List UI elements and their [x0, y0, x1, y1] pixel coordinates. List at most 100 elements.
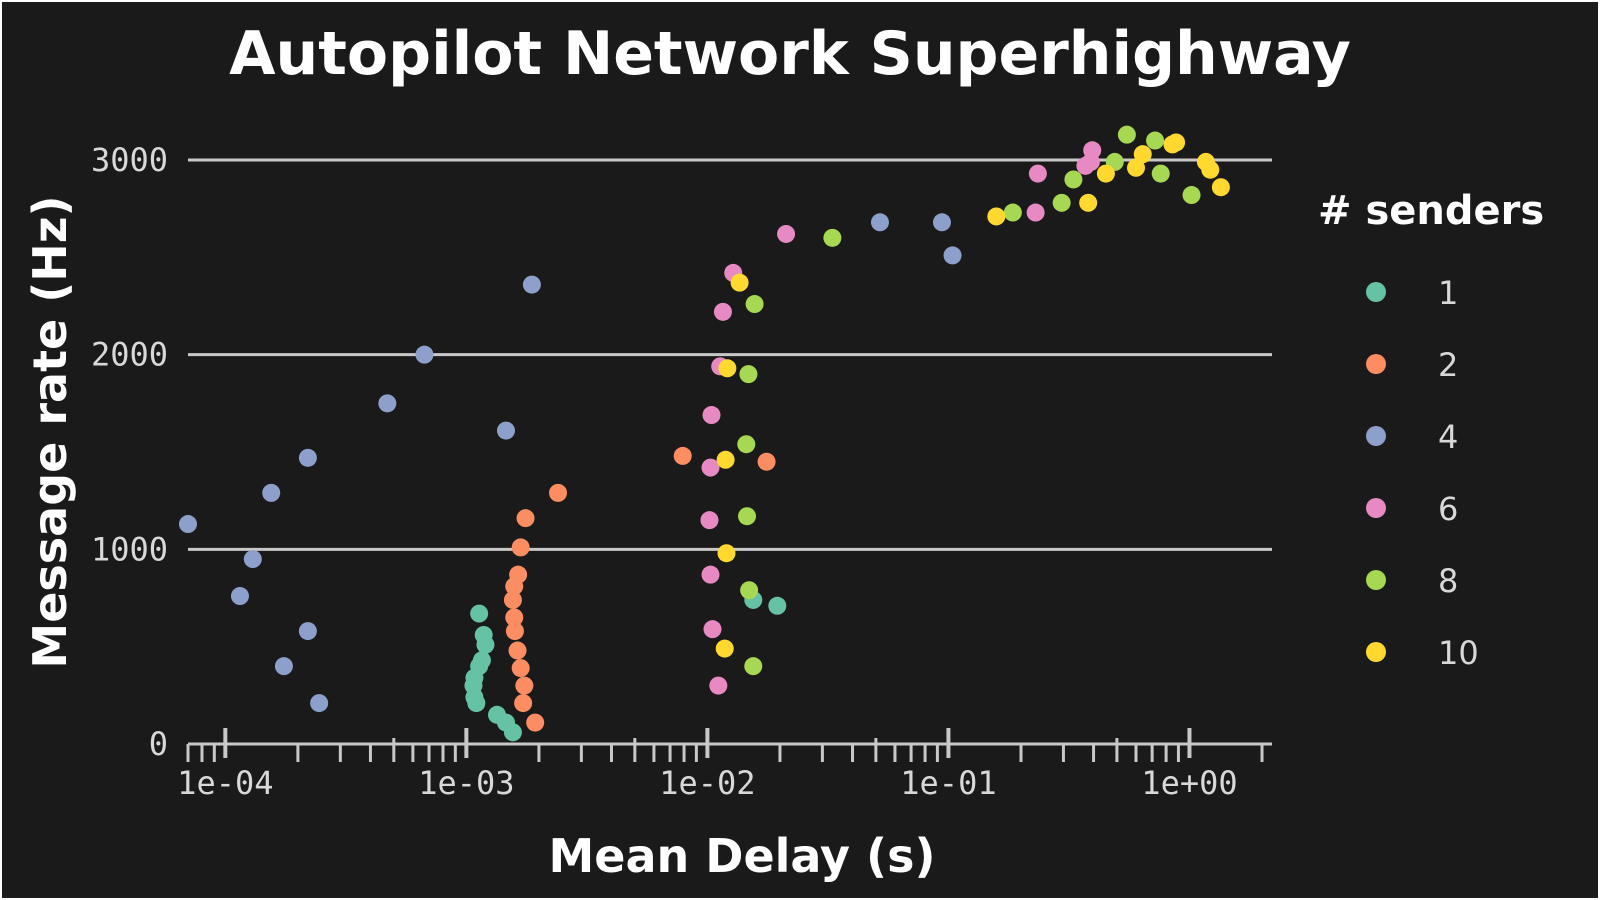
- data-point: [1117, 125, 1136, 144]
- data-point: [703, 620, 722, 639]
- series-2: [503, 446, 776, 732]
- data-point: [505, 608, 524, 627]
- data-point: [415, 345, 434, 364]
- legend-key-1: [1366, 282, 1386, 302]
- data-point: [1064, 170, 1083, 189]
- series-8: [737, 125, 1201, 676]
- data-point: [715, 639, 734, 658]
- legend-key-4: [1366, 426, 1386, 446]
- y-tick-label: 0: [149, 725, 168, 763]
- chart-title: Autopilot Network Superhighway: [229, 19, 1351, 89]
- data-point: [522, 275, 541, 294]
- data-point: [702, 406, 721, 425]
- y-tick-label: 3000: [91, 141, 168, 179]
- data-point: [515, 676, 534, 695]
- data-point: [298, 448, 317, 467]
- data-point: [549, 483, 568, 502]
- x-tick-label: 1e-01: [900, 764, 996, 802]
- data-point: [470, 604, 489, 623]
- data-point: [508, 641, 527, 660]
- data-point: [740, 581, 759, 600]
- series-6: [700, 141, 1102, 695]
- data-point: [717, 544, 736, 563]
- data-point: [1151, 164, 1170, 183]
- y-tick-label: 1000: [91, 530, 168, 568]
- data-point: [1081, 152, 1100, 171]
- data-point: [730, 273, 749, 292]
- data-point: [823, 228, 842, 247]
- data-point: [514, 694, 533, 713]
- legend-label: 2: [1438, 346, 1458, 384]
- series-10: [715, 133, 1230, 658]
- data-point: [777, 224, 796, 243]
- x-axis: 1e-04 1e-03 1e-02 1e-01 1e+00: [177, 728, 1264, 802]
- legend-key-2: [1366, 354, 1386, 374]
- data-point: [298, 622, 317, 641]
- data-point: [709, 676, 728, 695]
- legend-title: # senders: [1318, 188, 1544, 234]
- data-point: [1126, 158, 1145, 177]
- legend-key-10: [1366, 642, 1386, 662]
- x-tick-label: 1e-02: [659, 764, 755, 802]
- data-point: [262, 483, 281, 502]
- data-point: [987, 207, 1006, 226]
- legend-label: 6: [1438, 490, 1458, 528]
- legend-key-8: [1366, 570, 1386, 590]
- data-point: [870, 213, 889, 232]
- x-axis-title: Mean Delay (s): [549, 829, 936, 883]
- y-axis-title: Message rate (Hz): [23, 195, 77, 668]
- data-point: [768, 596, 787, 615]
- data-point: [230, 587, 249, 606]
- data-point: [310, 694, 329, 713]
- data-point: [505, 577, 524, 596]
- x-tick-label: 1e-03: [418, 764, 514, 802]
- data-point: [511, 659, 530, 678]
- data-point: [1028, 164, 1047, 183]
- data-point: [511, 538, 530, 557]
- data-point: [701, 458, 720, 477]
- data-point: [701, 565, 720, 584]
- legend-label: 8: [1438, 562, 1458, 600]
- data-point: [1133, 145, 1152, 164]
- data-point: [716, 450, 735, 469]
- legend: # senders 1 2 4 6 8 10: [1318, 188, 1544, 672]
- data-point: [745, 295, 764, 314]
- data-point: [1211, 178, 1230, 197]
- data-point: [1003, 203, 1022, 222]
- series-1: [464, 590, 787, 742]
- data-point: [1096, 164, 1115, 183]
- data-point: [274, 657, 293, 676]
- data-point: [932, 213, 951, 232]
- data-point: [738, 507, 757, 526]
- data-point: [718, 359, 737, 378]
- y-axis: 0 1000 2000 3000: [91, 141, 168, 763]
- data-point: [516, 509, 535, 528]
- data-point: [1026, 203, 1045, 222]
- x-tick-label: 1e-04: [177, 764, 273, 802]
- data-point: [700, 511, 719, 530]
- data-point: [1167, 133, 1186, 152]
- legend-label: 10: [1438, 634, 1479, 672]
- data-point: [503, 723, 522, 742]
- data-point: [526, 713, 545, 732]
- data-point: [739, 365, 758, 384]
- data-point: [503, 590, 522, 609]
- x-tick-label: 1e+00: [1141, 764, 1237, 802]
- data-point: [744, 657, 763, 676]
- data-point: [943, 246, 962, 265]
- data-point: [1182, 186, 1201, 205]
- series-4: [179, 213, 962, 713]
- data-point: [467, 694, 486, 713]
- data-point: [505, 622, 524, 641]
- data-point: [1052, 193, 1071, 212]
- legend-label: 1: [1438, 274, 1458, 312]
- data-point: [673, 446, 692, 465]
- data-point: [1201, 160, 1220, 179]
- data-point: [1079, 193, 1098, 212]
- data-point: [737, 435, 756, 454]
- data-point: [496, 421, 515, 440]
- data-point: [757, 452, 776, 471]
- data-point: [1146, 131, 1165, 150]
- data-point: [378, 394, 397, 413]
